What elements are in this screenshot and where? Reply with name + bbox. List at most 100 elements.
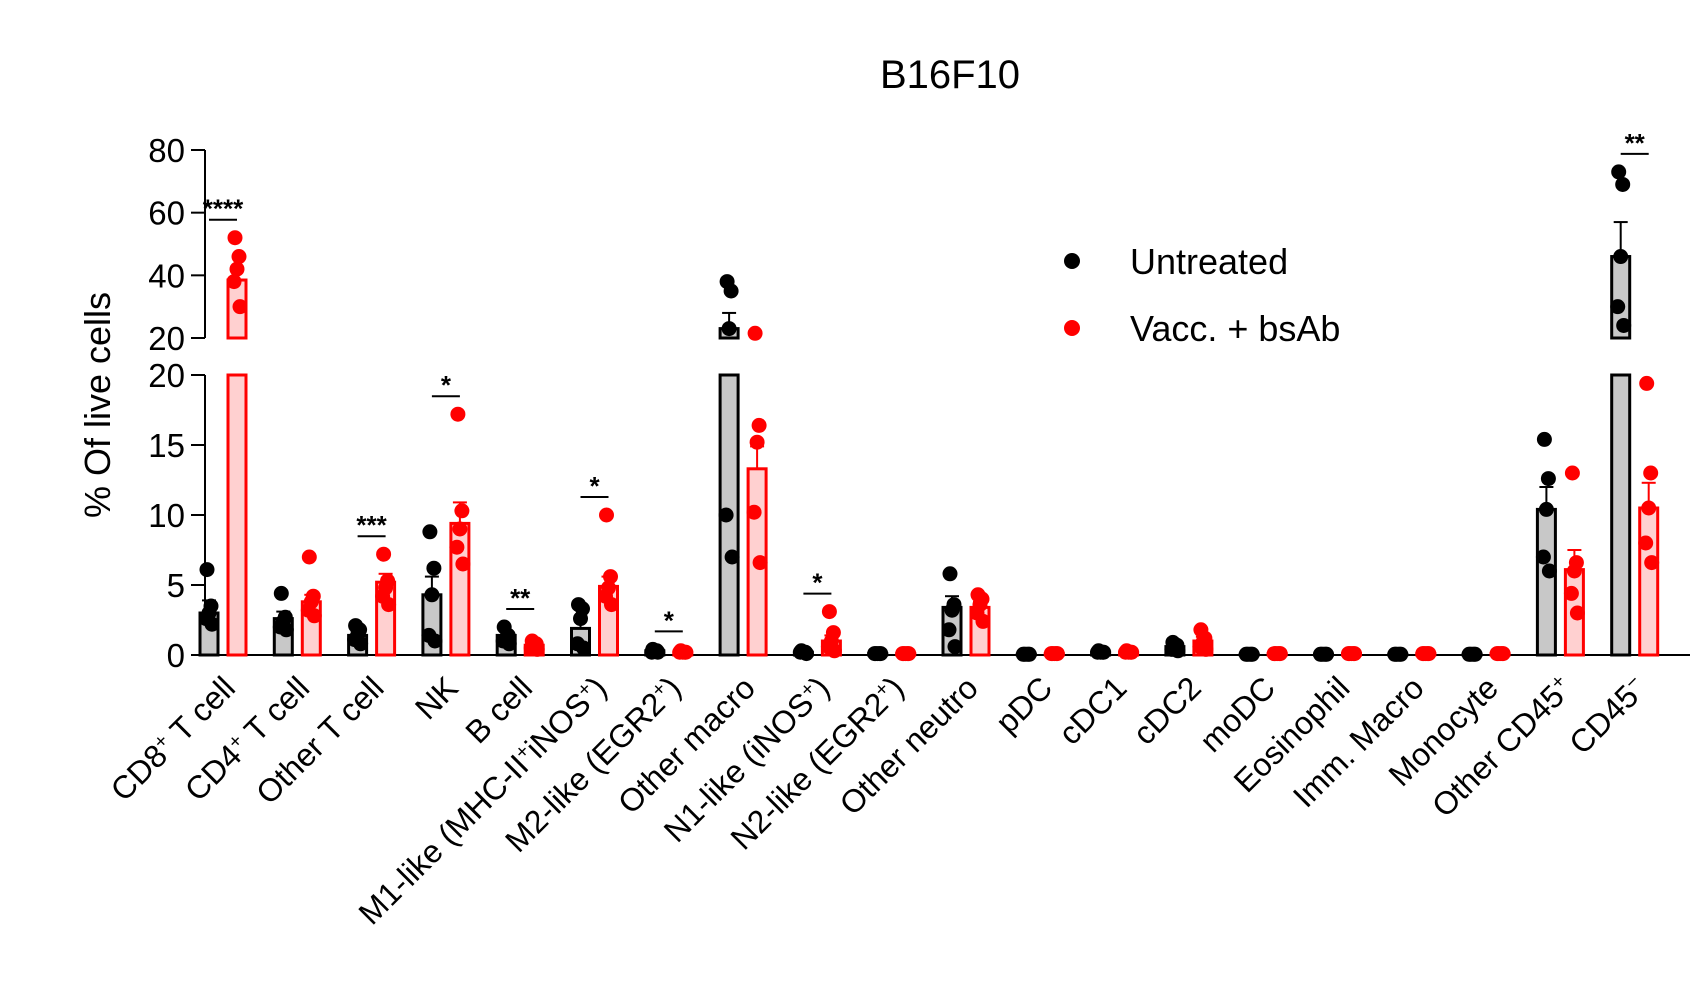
data-point: [1610, 299, 1626, 315]
data-point: [427, 633, 443, 649]
y-tick-label-lower: 20: [148, 357, 185, 394]
points-layer: [198, 164, 1660, 662]
data-point: [901, 646, 917, 662]
data-point: [199, 562, 215, 578]
y-tick-label-lower: 0: [167, 637, 185, 674]
data-point: [650, 644, 666, 660]
data-point: [603, 569, 618, 585]
significance-label: *: [589, 471, 600, 501]
bar: [1638, 506, 1660, 657]
significance-label: *: [664, 605, 675, 635]
y-tick-label-upper: 80: [148, 132, 185, 169]
data-point: [301, 549, 317, 565]
y-tick-label-upper: 20: [148, 320, 185, 357]
data-point: [1564, 465, 1580, 481]
legend-marker-treated: [1064, 320, 1080, 336]
data-point: [501, 636, 517, 652]
data-point: [1244, 646, 1260, 662]
data-point: [1421, 646, 1437, 662]
y-tick-label-lower: 5: [167, 567, 185, 604]
data-point: [1563, 585, 1579, 601]
legend-marker-untreated: [1064, 253, 1080, 269]
data-point: [204, 616, 220, 632]
data-point: [1616, 317, 1632, 333]
y-tick-label-upper: 40: [148, 257, 185, 294]
data-point: [1644, 555, 1660, 571]
data-point: [454, 503, 470, 519]
data-point: [718, 507, 734, 523]
y-tick-label-upper: 60: [148, 195, 185, 232]
significance-label: ***: [356, 510, 387, 540]
data-point: [1638, 535, 1654, 551]
data-point: [1643, 465, 1659, 481]
data-point: [424, 587, 440, 603]
bar-lower-segment: [1610, 373, 1632, 657]
data-point: [1021, 646, 1037, 662]
data-point: [752, 555, 768, 571]
data-point: [751, 417, 767, 433]
x-tick-label: cDC1: [1052, 669, 1134, 751]
data-point: [1566, 563, 1582, 579]
data-point: [942, 566, 958, 582]
data-point: [1569, 605, 1585, 621]
data-point: [232, 299, 248, 315]
data-point: [821, 604, 837, 620]
data-point: [450, 406, 466, 422]
data-point: [529, 641, 545, 657]
data-point: [1393, 646, 1409, 662]
data-point: [1639, 375, 1655, 391]
significance-label: *: [441, 370, 452, 400]
data-point: [227, 230, 243, 246]
data-point: [1272, 646, 1288, 662]
data-point: [278, 622, 294, 638]
legend: Untreated Vacc. + bsAb: [1064, 241, 1340, 349]
data-point: [1613, 249, 1629, 265]
data-point: [573, 611, 588, 627]
y-axis-label: % Of live cells: [77, 292, 118, 518]
data-point: [1319, 646, 1334, 662]
data-point: [1540, 471, 1556, 487]
legend-label-untreated: Untreated: [1130, 241, 1288, 282]
data-point: [376, 546, 392, 562]
data-point: [749, 434, 765, 450]
x-tick-label: NK: [408, 669, 465, 726]
data-point: [975, 613, 991, 629]
data-point: [426, 560, 442, 576]
data-point: [226, 274, 242, 290]
data-point: [723, 283, 739, 299]
significance-label: **: [510, 583, 531, 613]
data-point: [1495, 646, 1511, 662]
data-point: [944, 602, 960, 618]
significance-label: ****: [203, 194, 244, 224]
data-point: [1347, 646, 1362, 662]
data-point: [229, 261, 245, 277]
data-point: [1124, 644, 1140, 660]
data-point: [599, 507, 614, 523]
legend-label-treated: Vacc. + bsAb: [1130, 308, 1340, 349]
data-point: [604, 597, 619, 613]
significance-layer: ***************: [203, 128, 1649, 635]
x-tick-label: cDC2: [1126, 669, 1208, 751]
data-point: [1170, 643, 1186, 659]
data-point: [1198, 641, 1214, 657]
data-point: [678, 644, 694, 660]
bars-layer: [198, 221, 1660, 657]
data-point: [452, 521, 468, 537]
data-point: [746, 504, 762, 520]
data-point: [798, 646, 814, 662]
data-point: [1641, 500, 1657, 516]
data-point: [721, 321, 737, 337]
x-tick-label: pDC: [989, 669, 1060, 740]
data-point: [1538, 501, 1554, 517]
data-point: [306, 608, 322, 624]
data-point: [873, 646, 889, 662]
chart-title: B16F10: [880, 53, 1020, 97]
data-point: [353, 636, 369, 652]
data-point: [826, 643, 842, 659]
x-tick-label: CD45−: [1562, 669, 1654, 761]
data-point: [1096, 644, 1112, 660]
data-point: [576, 640, 591, 656]
significance-label: **: [1625, 128, 1646, 158]
